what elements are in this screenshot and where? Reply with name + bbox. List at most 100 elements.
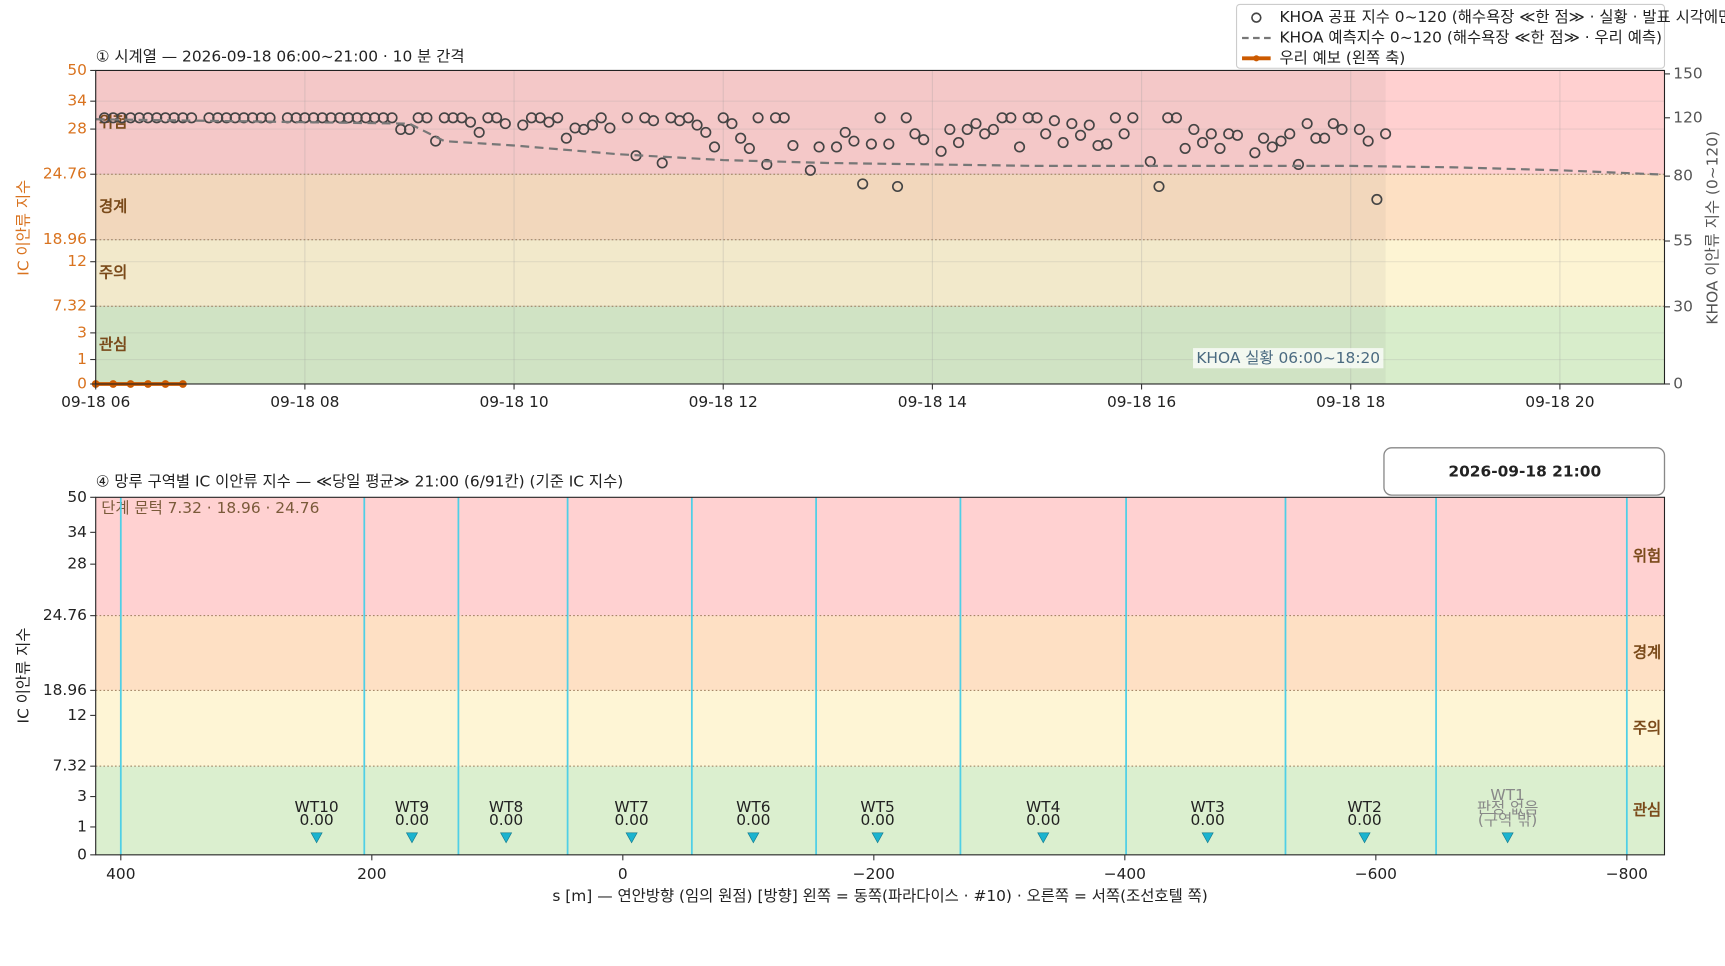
x-tick-label: −200 [853, 865, 895, 883]
value-label: 0.00 [395, 811, 429, 829]
data-point [656, 157, 668, 169]
data-point [464, 116, 477, 128]
legend-symbol [1253, 55, 1260, 62]
value-label: 0.00 [736, 811, 770, 829]
no-value-label: (구역 밖) [1478, 811, 1537, 829]
data-point [1353, 123, 1366, 136]
y-tick-label: 12 [67, 706, 87, 724]
data-point [621, 112, 633, 124]
data-point [761, 158, 773, 171]
value-label: 0.00 [860, 811, 894, 829]
y-tick-label: 34 [67, 523, 87, 541]
x-tick-label: 200 [357, 865, 386, 883]
data-point [1292, 158, 1304, 171]
y-tick-label: 24.76 [43, 165, 87, 183]
data-point [1266, 141, 1278, 153]
timestamp-box [1383, 447, 1666, 496]
data-point [778, 112, 790, 124]
data-point [1188, 123, 1200, 136]
data-point [865, 138, 877, 150]
data-point [403, 123, 416, 136]
legend-symbol [1251, 12, 1262, 23]
data-point [604, 122, 616, 134]
data-point [857, 178, 869, 190]
data-point [961, 123, 973, 136]
data-point [1153, 180, 1165, 193]
series-line [95, 118, 1665, 176]
band-label: 주의 [1633, 719, 1661, 737]
chart-title: ① 시계열 — 2026-09-18 06:00~21:00 · 10 분 간격 [96, 48, 465, 66]
legend-box [1235, 3, 1666, 69]
data-point [456, 112, 468, 124]
no-value-label: 판정 없음 [1477, 799, 1539, 817]
risk-band [95, 239, 1665, 307]
timestamp: 2026-09-18 21:00 [1448, 462, 1601, 480]
data-point [1013, 141, 1026, 153]
tower-marker [1501, 832, 1514, 844]
annotation: KHOA 실황 06:00~18:20 [1196, 349, 1380, 367]
y2-axis-label: KHOA 이안류 지수 (0~120) [1703, 131, 1721, 325]
data-point [430, 135, 442, 147]
data-point [708, 141, 721, 153]
tower-label: WT7 [614, 798, 648, 816]
y-tick-label: 1 [77, 350, 87, 368]
data-point [1284, 128, 1296, 140]
data-point [918, 134, 930, 146]
plot-frame [95, 496, 1666, 856]
x-tick-label: 09-18 16 [1107, 393, 1176, 411]
data-point [1066, 118, 1078, 130]
data-point [1258, 132, 1270, 144]
tower-label: WT8 [489, 798, 523, 816]
band-label: 관심 [99, 336, 127, 354]
band-label: 경계 [1633, 643, 1661, 662]
data-point [874, 112, 886, 124]
data-point [1214, 142, 1226, 154]
x-tick-label: −800 [1606, 865, 1648, 883]
y-tick-label: 28 [67, 555, 87, 573]
data-point [726, 118, 738, 130]
plot-frame [95, 69, 1666, 385]
data-point [979, 128, 991, 140]
tower-marker [310, 832, 323, 844]
tower-label: WT9 [395, 798, 429, 816]
y-tick-label: 0 [1673, 374, 1683, 392]
data-point [944, 123, 956, 136]
tower-marker [405, 832, 419, 844]
data-point [586, 119, 599, 131]
tower-label: WT2 [1347, 798, 1381, 816]
data-point [534, 112, 546, 124]
data-point [883, 138, 895, 150]
data-point [499, 118, 511, 130]
tower-marker [500, 832, 513, 844]
value-label: 0.00 [1347, 811, 1381, 829]
band-label: 위험 [1633, 547, 1661, 565]
data-point [900, 112, 912, 124]
data-point [682, 112, 694, 124]
y-tick-label: 18.96 [43, 681, 87, 699]
data-point [1109, 112, 1121, 124]
data-point [595, 112, 607, 124]
data-point [517, 119, 529, 131]
data-point [935, 145, 947, 157]
data-point [1170, 112, 1182, 124]
y-axis-label: IC 이안류 지수 [15, 628, 33, 724]
y-tick-label: 24.76 [43, 606, 87, 624]
data-point [1040, 128, 1052, 140]
data-point [473, 126, 485, 138]
tower-label: WT1 [1490, 786, 1524, 804]
tower-label: WT5 [860, 798, 894, 816]
risk-band [95, 174, 1665, 240]
data-point [578, 123, 590, 136]
data-point [1197, 137, 1209, 149]
data-point [560, 132, 572, 144]
data-point [1179, 142, 1191, 154]
band-label: 주의 [99, 263, 127, 281]
data-point [700, 126, 712, 138]
y-tick-label: 50 [67, 61, 87, 79]
y-tick-label: 18.96 [43, 230, 87, 248]
x-tick-label: 09-18 14 [898, 393, 967, 411]
value-label: 0.00 [489, 811, 523, 829]
y-tick-label: 80 [1673, 167, 1693, 185]
data-point [491, 112, 503, 124]
